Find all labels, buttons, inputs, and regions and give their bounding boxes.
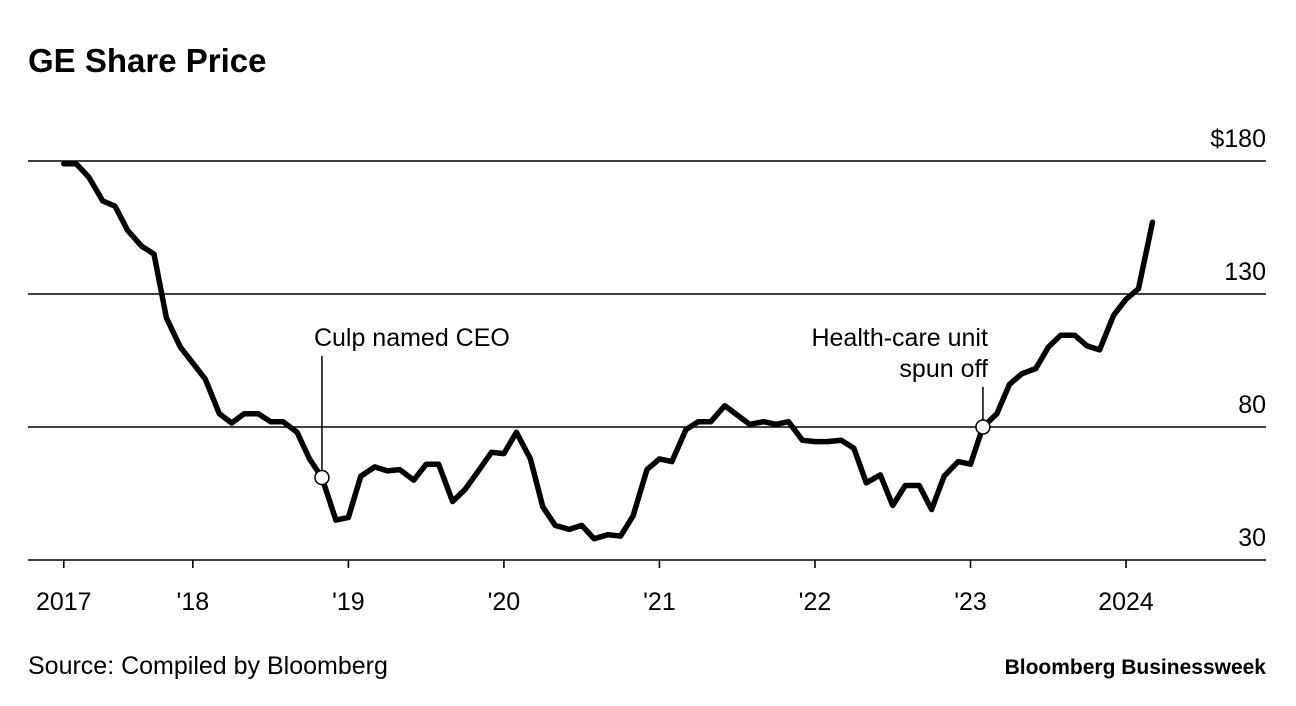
- annotation-marker: [314, 469, 330, 486]
- x-tick-label: 2024: [1098, 588, 1154, 616]
- y-tick-label: 80: [1238, 391, 1266, 419]
- x-tick-label: '21: [643, 588, 676, 616]
- annotation-marker: [975, 419, 991, 435]
- x-tick-label: '18: [177, 588, 210, 616]
- x-tick-label: 2017: [36, 588, 92, 616]
- source: Source: Compiled by Bloomberg: [28, 652, 388, 680]
- annotation-text: spun off: [899, 355, 988, 383]
- y-tick-label: 130: [1224, 258, 1266, 286]
- price-line: [61, 160, 1156, 542]
- x-tick-label: '20: [488, 588, 521, 616]
- annotation-text: Health-care unit: [811, 324, 988, 352]
- y-tick-label: 30: [1238, 524, 1266, 552]
- y-tick-label: $180: [1210, 125, 1266, 153]
- annotation-text: Culp named CEO: [314, 324, 510, 352]
- chart-title: GE Share Price: [28, 42, 266, 79]
- x-tick-label: '23: [954, 588, 987, 616]
- credit: Bloomberg Businessweek: [1005, 656, 1267, 679]
- x-tick-label: '22: [799, 588, 832, 616]
- x-tick-label: '19: [332, 588, 365, 616]
